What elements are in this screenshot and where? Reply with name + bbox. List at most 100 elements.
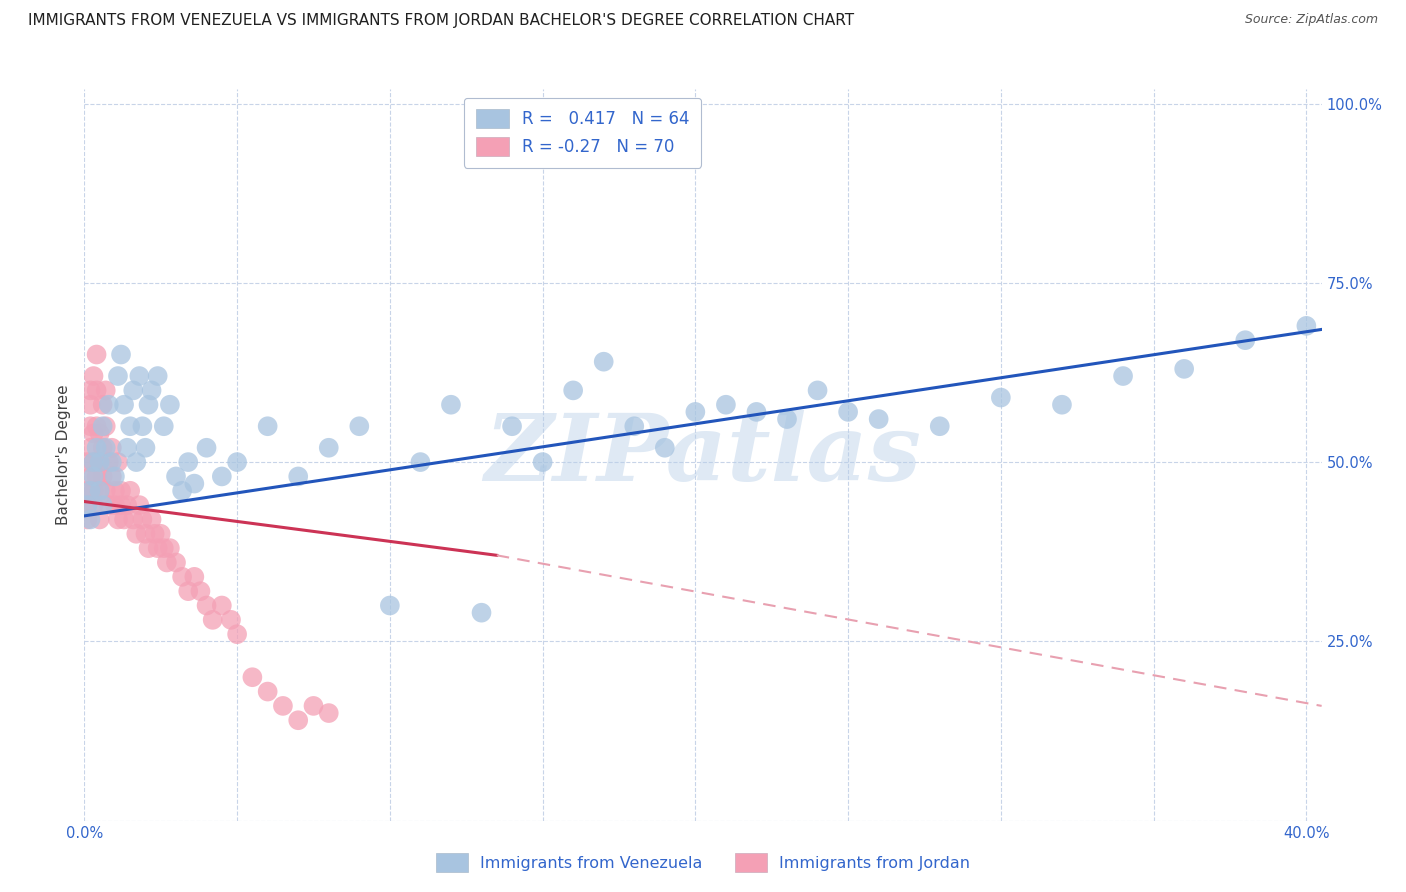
Point — [470, 606, 492, 620]
Point — [94, 419, 117, 434]
Point — [120, 483, 142, 498]
Point — [134, 526, 156, 541]
Point — [79, 441, 101, 455]
Point — [94, 384, 117, 398]
Point — [89, 455, 111, 469]
Point — [91, 419, 114, 434]
Point — [1295, 318, 1317, 333]
Point — [97, 398, 120, 412]
Point — [89, 512, 111, 526]
Point — [195, 441, 218, 455]
Point — [122, 384, 145, 398]
Text: IMMIGRANTS FROM VENEZUELA VS IMMIGRANTS FROM JORDAN BACHELOR'S DEGREE CORRELATIO: IMMIGRANTS FROM VENEZUELA VS IMMIGRANTS … — [28, 13, 855, 29]
Point — [131, 512, 153, 526]
Point — [104, 498, 127, 512]
Point — [287, 469, 309, 483]
Text: ZIPatlas: ZIPatlas — [485, 410, 921, 500]
Point — [91, 441, 114, 455]
Point — [122, 512, 145, 526]
Point — [623, 419, 645, 434]
Point — [190, 584, 212, 599]
Point — [104, 469, 127, 483]
Point — [152, 419, 174, 434]
Point — [86, 347, 108, 361]
Point — [89, 426, 111, 441]
Point — [146, 369, 169, 384]
Point — [349, 419, 371, 434]
Point — [76, 498, 98, 512]
Point — [562, 384, 585, 398]
Point — [287, 713, 309, 727]
Point — [83, 498, 105, 512]
Point — [201, 613, 224, 627]
Point — [242, 670, 264, 684]
Point — [318, 706, 340, 720]
Point — [128, 498, 150, 512]
Point — [440, 398, 463, 412]
Point — [83, 455, 105, 469]
Point — [592, 354, 614, 368]
Point — [76, 455, 98, 469]
Point — [143, 526, 166, 541]
Point — [654, 441, 676, 455]
Point — [226, 627, 249, 641]
Point — [110, 483, 132, 498]
Point — [531, 455, 554, 469]
Point — [86, 441, 108, 455]
Point — [714, 398, 737, 412]
Point — [83, 469, 105, 483]
Point — [226, 455, 249, 469]
Point — [165, 556, 187, 570]
Point — [837, 405, 859, 419]
Point — [101, 455, 124, 469]
Point — [172, 483, 194, 498]
Point — [107, 455, 129, 469]
Point — [195, 599, 218, 613]
Point — [1050, 398, 1073, 412]
Point — [110, 347, 132, 361]
Point — [101, 441, 124, 455]
Point — [107, 512, 129, 526]
Point — [91, 498, 114, 512]
Point — [79, 384, 101, 398]
Point — [91, 398, 114, 412]
Point — [928, 419, 950, 434]
Legend: Immigrants from Venezuela, Immigrants from Jordan: Immigrants from Venezuela, Immigrants fr… — [427, 845, 979, 880]
Point — [128, 369, 150, 384]
Point — [76, 483, 98, 498]
Point — [101, 469, 124, 483]
Point — [183, 476, 205, 491]
Point — [302, 698, 325, 713]
Point — [183, 570, 205, 584]
Point — [156, 556, 179, 570]
Point — [141, 384, 163, 398]
Point — [256, 684, 278, 698]
Point — [112, 512, 135, 526]
Point — [138, 398, 160, 412]
Point — [125, 455, 148, 469]
Point — [94, 441, 117, 455]
Point — [112, 398, 135, 412]
Point — [318, 441, 340, 455]
Point — [83, 483, 105, 498]
Point — [131, 419, 153, 434]
Point — [256, 419, 278, 434]
Point — [177, 584, 200, 599]
Point — [138, 541, 160, 556]
Point — [125, 526, 148, 541]
Point — [378, 599, 401, 613]
Point — [165, 469, 187, 483]
Point — [146, 541, 169, 556]
Legend: R =   0.417   N = 64, R = -0.27   N = 70: R = 0.417 N = 64, R = -0.27 N = 70 — [464, 97, 702, 168]
Point — [134, 441, 156, 455]
Point — [115, 441, 138, 455]
Point — [83, 426, 105, 441]
Point — [79, 419, 101, 434]
Point — [115, 498, 138, 512]
Point — [271, 698, 294, 713]
Point — [86, 469, 108, 483]
Point — [79, 512, 101, 526]
Point — [152, 541, 174, 556]
Point — [806, 384, 828, 398]
Point — [76, 498, 98, 512]
